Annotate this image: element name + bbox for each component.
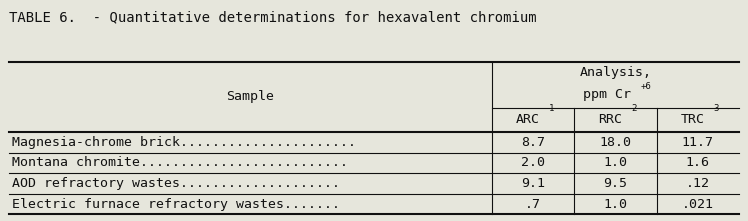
Text: .7: .7 <box>525 198 542 211</box>
Text: TRC: TRC <box>681 113 705 126</box>
Text: 9.1: 9.1 <box>521 177 545 190</box>
Text: 2: 2 <box>631 104 637 113</box>
Text: ARC: ARC <box>516 113 540 126</box>
Text: Magnesia-chrome brick......................: Magnesia-chrome brick...................… <box>12 136 356 149</box>
Text: Electric furnace refractory wastes.......: Electric furnace refractory wastes......… <box>12 198 340 211</box>
Text: 2.0: 2.0 <box>521 156 545 170</box>
Text: 1.0: 1.0 <box>604 156 628 170</box>
Text: .12: .12 <box>686 177 710 190</box>
Text: .021: .021 <box>682 198 714 211</box>
Text: Montana chromite..........................: Montana chromite........................… <box>12 156 348 170</box>
Text: Sample: Sample <box>227 90 275 103</box>
Text: 1.0: 1.0 <box>604 198 628 211</box>
Text: TABLE 6.  - Quantitative determinations for hexavalent chromium: TABLE 6. - Quantitative determinations f… <box>9 10 536 24</box>
Text: 8.7: 8.7 <box>521 136 545 149</box>
Text: 18.0: 18.0 <box>600 136 631 149</box>
Text: +6: +6 <box>640 82 651 91</box>
Text: 11.7: 11.7 <box>682 136 714 149</box>
Text: 1.6: 1.6 <box>686 156 710 170</box>
Text: RRC: RRC <box>598 113 622 126</box>
Text: AOD refractory wastes....................: AOD refractory wastes...................… <box>12 177 340 190</box>
Text: 9.5: 9.5 <box>604 177 628 190</box>
Text: Analysis,: Analysis, <box>580 66 652 79</box>
Text: 3: 3 <box>713 104 719 113</box>
Text: ppm Cr: ppm Cr <box>583 88 631 101</box>
Text: 1: 1 <box>548 104 554 113</box>
